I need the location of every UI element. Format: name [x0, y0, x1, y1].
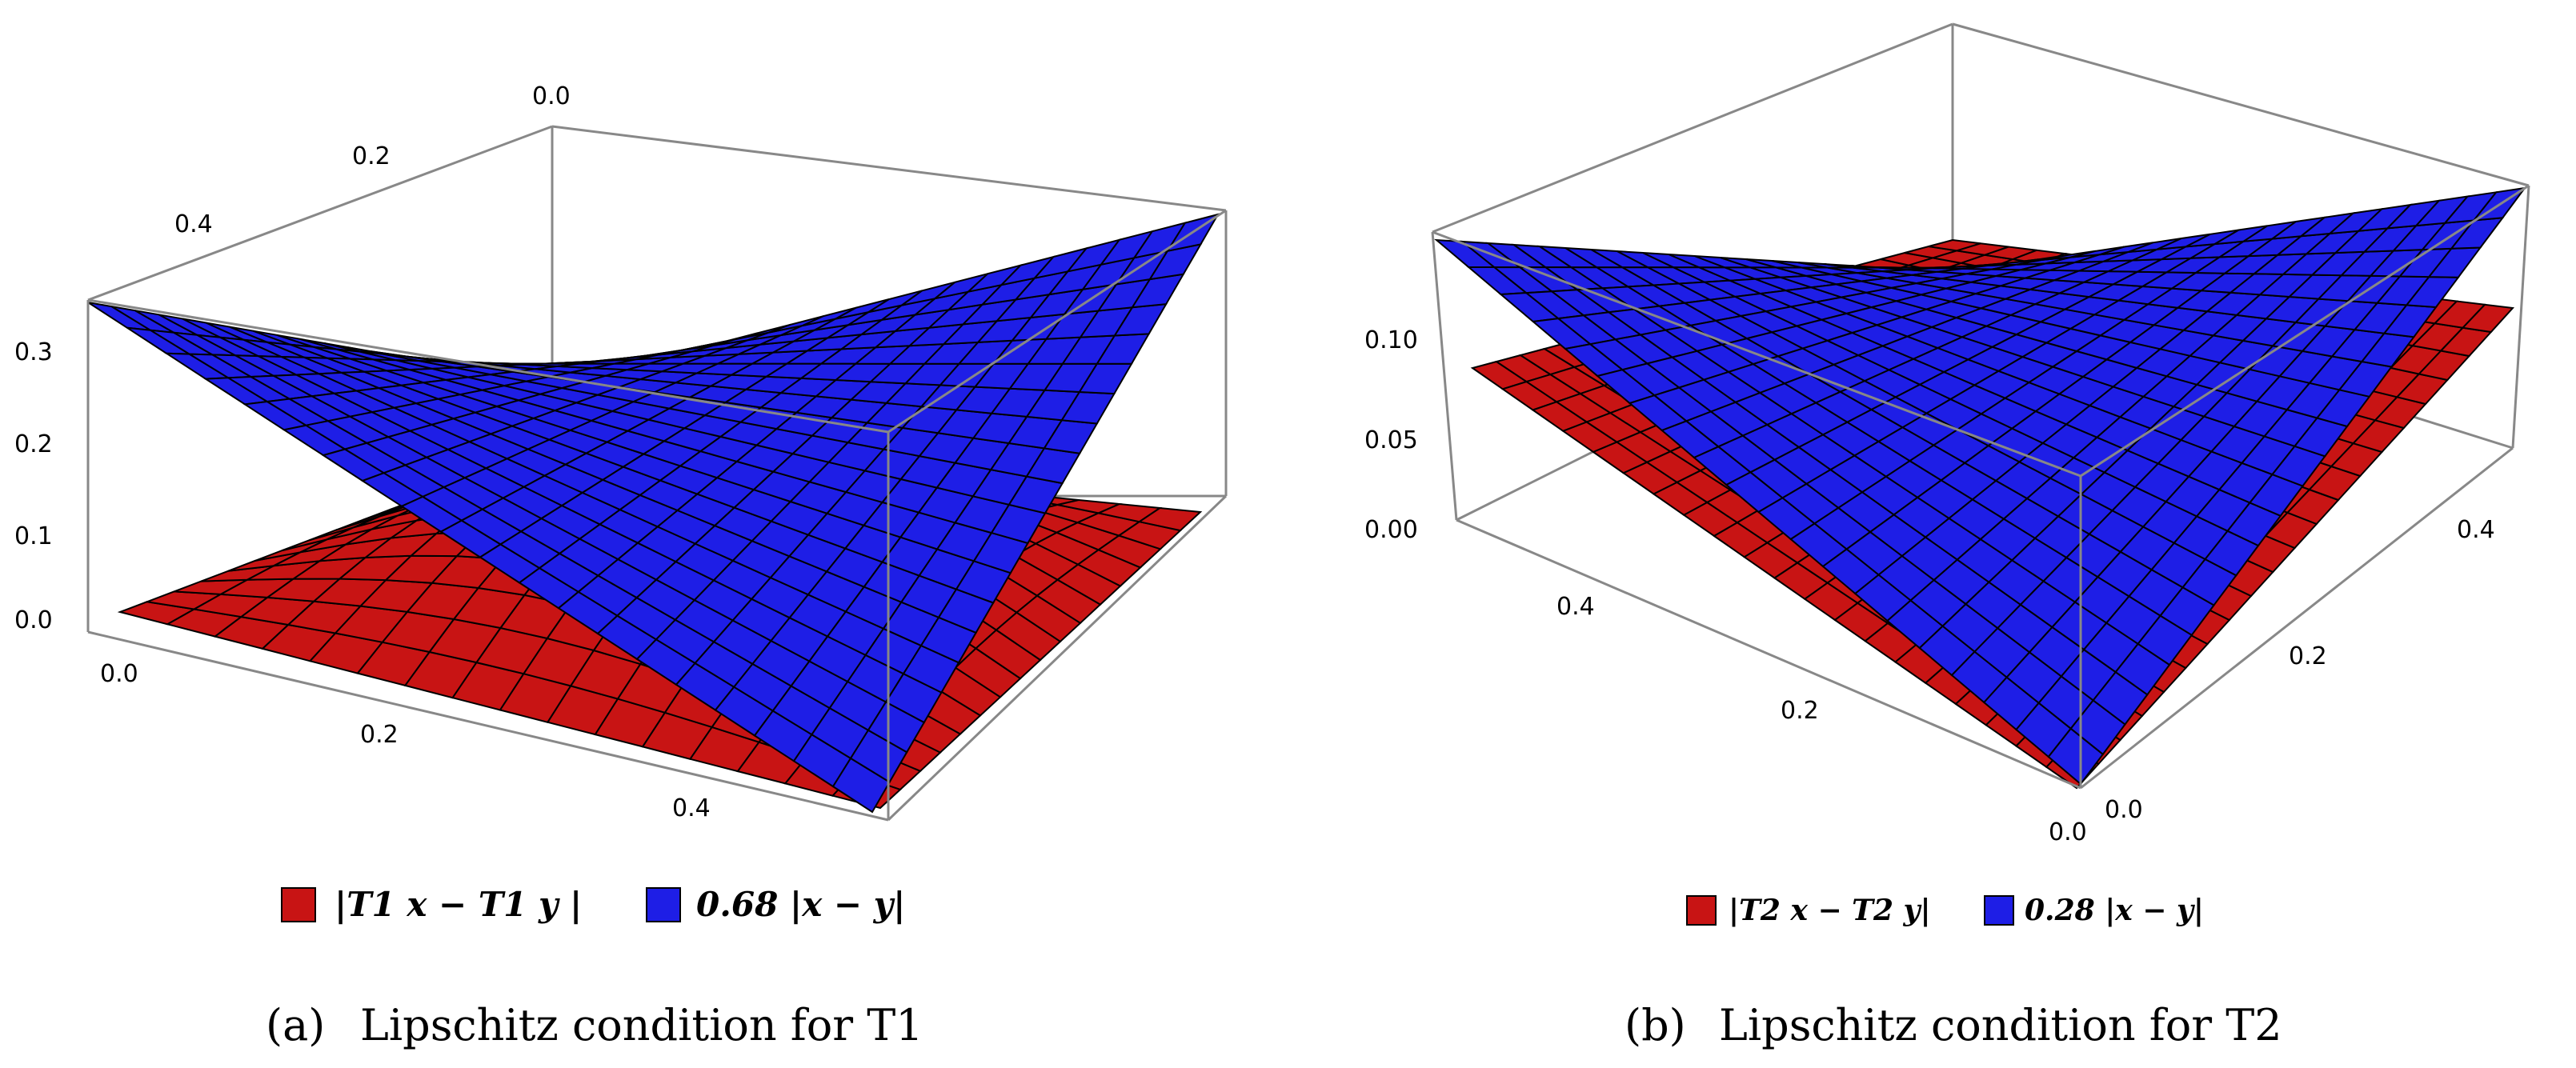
panel-a-blue-surface: [87, 213, 1220, 814]
panel-a-legend-swatch-blue: [646, 887, 681, 922]
panel-b-blue-surface: [1434, 186, 2527, 786]
panel-a-legend-label-red: |T1 x − T1 y |: [335, 885, 582, 924]
panel-b-z-tick-2: 0.10: [1364, 326, 1418, 354]
panel-b-z-tick-1: 0.05: [1364, 426, 1418, 454]
panel-b-front-tick-0: 0.0: [2049, 818, 2087, 846]
panel-b-caption: (b) Lipschitz condition for T2: [1625, 1000, 2282, 1050]
panel-b-front-tick-1: 0.2: [1781, 697, 1819, 725]
panel-b-front-tick-2: 0.4: [1556, 593, 1595, 621]
panel-b-right-tick-0: 0.0: [2105, 796, 2143, 824]
panel-a-bottom-tick-2: 0.4: [672, 794, 711, 822]
panel-a-caption: (a) Lipschitz condition for T1: [266, 1000, 923, 1050]
panel-a-legend-label-blue: 0.68 |x − y|: [696, 885, 905, 924]
panel-b-legend: |T2 x − T2 y| 0.28 |x − y|: [1686, 894, 2204, 927]
panel-b-caption-text: Lipschitz condition for T2: [1719, 1000, 2282, 1050]
panel-a-top-tick-2: 0.4: [174, 210, 213, 238]
panel-b-legend-swatch-blue: [1984, 895, 2014, 926]
panel-b-caption-label: (b): [1625, 1000, 1686, 1050]
panel-b-legend-label-red: |T2 x − T2 y|: [1729, 894, 1931, 927]
panel-a-z-tick-2: 0.2: [14, 430, 53, 458]
panel-a-z-tick-0: 0.0: [14, 606, 53, 634]
panel-b-z-tick-0: 0.00: [1364, 516, 1418, 544]
panel-b: 0.10 0.05 0.00 0.4 0.2 0.0 0.0 0.2 0.4 |…: [1364, 22, 2530, 1050]
panel-b-legend-swatch-red: [1686, 895, 1717, 926]
panel-a-caption-text: Lipschitz condition for T1: [360, 1000, 923, 1050]
panel-b-right-tick-2: 0.4: [2457, 516, 2495, 544]
panel-a-z-tick-1: 0.1: [14, 522, 53, 550]
panel-a-top-tick-0: 0.0: [532, 82, 571, 110]
panel-a-box-front: [86, 209, 1228, 822]
panel-a-red-cell: [1137, 506, 1203, 532]
panel-a-top-tick-1: 0.2: [352, 142, 391, 170]
panel-a-z-tick-3: 0.3: [14, 338, 53, 366]
panel-a: 0.0 0.2 0.4 0.3 0.2 0.1 0.0 0.0 0.2 0.4 …: [14, 82, 1228, 1050]
panel-a-legend: |T1 x − T1 y | 0.68 |x − y|: [281, 885, 905, 924]
panel-b-right-tick-1: 0.2: [2289, 642, 2327, 670]
panel-a-bottom-tick-1: 0.2: [360, 721, 399, 749]
panel-b-legend-label-blue: 0.28 |x − y|: [2025, 894, 2204, 927]
panel-b-box-front: [1431, 184, 2530, 790]
panel-a-bottom-tick-0: 0.0: [100, 660, 138, 688]
panel-b-red-cell: [2461, 303, 2515, 334]
panel-a-legend-swatch-red: [281, 887, 316, 922]
panel-a-caption-label: (a): [266, 1000, 325, 1050]
